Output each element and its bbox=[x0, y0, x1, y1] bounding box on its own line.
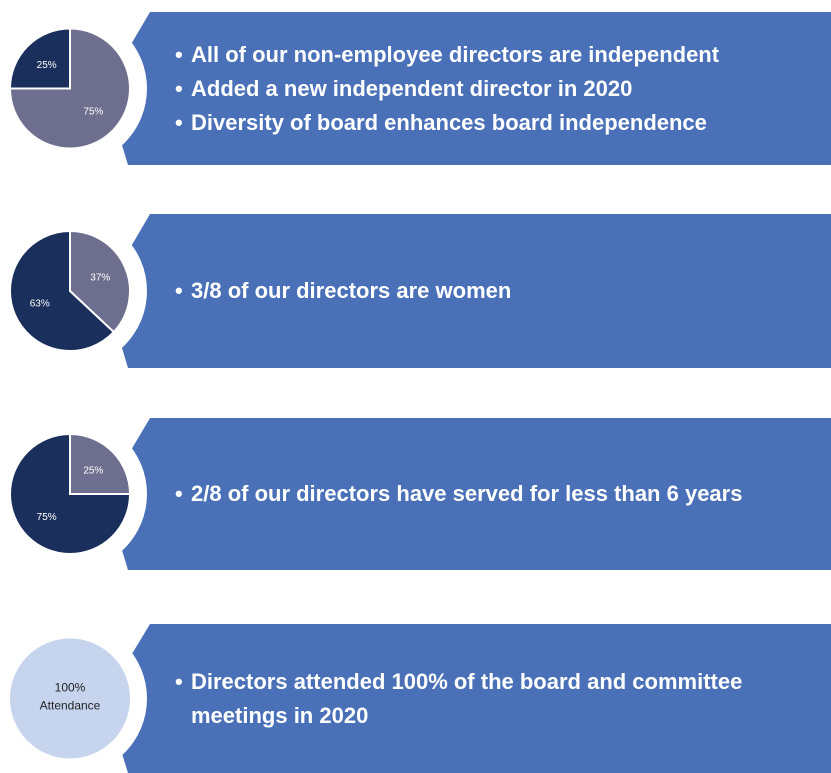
pie-slice bbox=[10, 638, 130, 759]
bullet-list: Directors attended 100% of the board and… bbox=[175, 665, 815, 733]
pie-slice bbox=[9, 432, 132, 555]
pie-slice bbox=[8, 27, 71, 90]
bullet: 3/8 of our directors are women bbox=[175, 274, 511, 308]
bullet: 2/8 of our directors have served for les… bbox=[175, 477, 742, 511]
panel-text: All of our non-employee directors are in… bbox=[175, 12, 815, 165]
bullet-list: 2/8 of our directors have served for les… bbox=[175, 477, 742, 511]
panel-text: 3/8 of our directors are women bbox=[175, 214, 815, 368]
panel-text: Directors attended 100% of the board and… bbox=[175, 624, 815, 773]
pie-slice bbox=[69, 432, 132, 495]
value-label: 37% bbox=[90, 273, 110, 284]
bullet: Diversity of board enhances board indepe… bbox=[175, 106, 719, 140]
value-label: 63% bbox=[30, 299, 50, 310]
value-label: 75% bbox=[83, 106, 103, 117]
pie-slice bbox=[9, 229, 116, 352]
pie-slice bbox=[8, 27, 131, 150]
bullet: All of our non-employee directors are in… bbox=[175, 38, 719, 72]
value-label: 25% bbox=[83, 465, 103, 476]
value-label: 25% bbox=[37, 60, 57, 71]
pie-label: Attendance bbox=[40, 699, 101, 713]
pie-slice bbox=[69, 229, 131, 334]
bullet: Directors attended 100% of the board and… bbox=[175, 665, 815, 733]
value-label: 75% bbox=[37, 512, 57, 523]
bullet-list: 3/8 of our directors are women bbox=[175, 274, 511, 308]
panel-text: 2/8 of our directors have served for les… bbox=[175, 418, 815, 570]
bullet: Added a new independent director in 2020 bbox=[175, 72, 719, 106]
value-label: 100% bbox=[55, 681, 86, 695]
bullet-list: All of our non-employee directors are in… bbox=[175, 38, 719, 140]
